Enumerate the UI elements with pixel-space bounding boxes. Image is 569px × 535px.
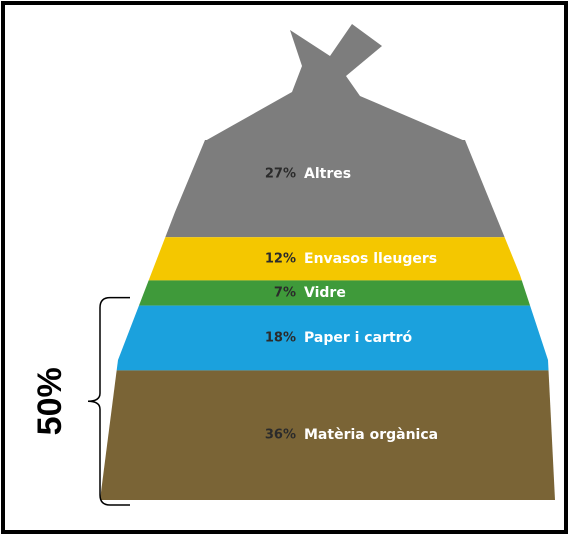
- value-label: 36%: [265, 428, 296, 443]
- bag-top: [205, 24, 465, 141]
- bag-layer: [100, 305, 555, 371]
- value-label: 27%: [265, 167, 296, 182]
- value-label: 18%: [265, 331, 296, 346]
- annotation: 50%: [31, 367, 69, 435]
- value-label: 7%: [274, 286, 296, 301]
- category-label: Matèria orgànica: [304, 427, 438, 443]
- category-label: Vidre: [304, 285, 346, 301]
- bag-layer: [100, 280, 555, 306]
- bracket: [87, 296, 130, 506]
- category-label: Envasos lleugers: [304, 251, 437, 267]
- bag-layer: [100, 370, 555, 500]
- value-label: 12%: [265, 251, 296, 266]
- category-label: Paper i cartró: [304, 330, 413, 346]
- bag-layer: [100, 237, 555, 281]
- category-label: Altres: [304, 166, 351, 182]
